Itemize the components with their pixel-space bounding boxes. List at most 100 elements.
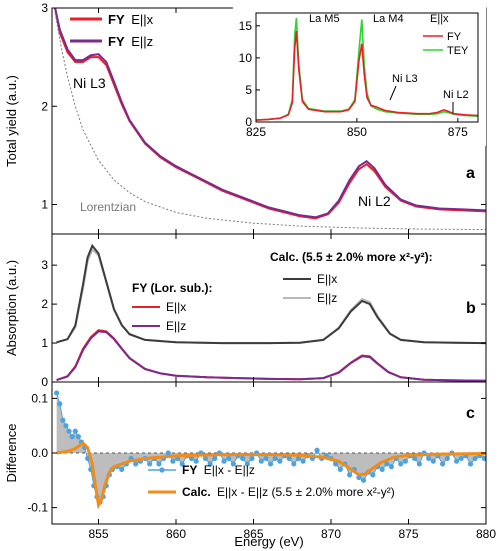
series-b-1 [56,330,486,382]
series-a-2 [54,12,486,231]
data-point [426,455,432,462]
legend-b-fy-z: E||z [166,319,186,333]
x-axis-label: Energy (eV) [234,534,303,549]
inset-xtick-label: 850 [347,125,367,139]
data-point [379,466,385,472]
panel-b-ylabel: Absorption (a.u.) [4,260,19,356]
ytick-label: 1 [41,198,48,212]
inset-series-1 [256,30,478,121]
data-point [398,461,404,467]
data-point [69,434,75,440]
inset-legend-fy: FY [447,31,462,43]
panel-c: -0.1 0.0 0.1 Difference c FY E||x - E||z C… [4,381,487,525]
ytick-label: 1 [41,336,48,350]
panel-a-letter: a [466,165,475,182]
inset-ytick-label: 15 [239,19,253,33]
data-point [300,458,306,464]
xtick-label: 860 [166,527,186,541]
data-point [458,455,464,462]
data-point [244,461,250,467]
data-point [75,434,81,440]
ytick-label: 0.0 [31,446,48,460]
data-point [370,472,376,478]
data-point [416,461,422,467]
data-point [347,472,353,478]
data-point [119,466,125,472]
difference-fill-area [56,392,485,503]
data-point [179,461,185,467]
inset-ytick-label: 10 [239,51,253,65]
data-point [263,455,269,462]
data-point [147,461,153,467]
inset-xtick-label: 875 [448,125,468,139]
data-point [60,417,66,423]
data-point [291,461,297,467]
xtick-label: 880 [476,527,496,541]
ytick-label: 0.1 [31,391,48,405]
data-point [356,474,362,481]
x-axis: 855 860 865 870 875 880 [88,527,496,541]
series-a-1 [54,8,486,219]
legend-b-fy-x: E||x [166,300,186,314]
data-point [453,458,460,464]
inset-legend-title: E||x [430,13,449,25]
legend-a-0: FY E||x [108,12,154,27]
ytick-label: 3 [41,1,48,15]
data-point [295,455,302,462]
data-point [66,428,72,434]
legend-c-calc: Calc. E||x - E||z (5.5 ± 2.0% more x²-y²… [182,485,395,499]
data-point [430,458,436,464]
panel-c-letter: c [466,405,475,422]
inset-annotation-ni-l3: Ni L3 [392,73,418,85]
ytick-label: -0.1 [27,501,48,515]
legend-b-fy-title: FY (Lor. sub.): [132,281,212,295]
inset-ytick-label: 0 [245,115,252,129]
inset-annotation-la-m4: La M4 [373,13,404,25]
data-point [212,455,218,462]
series-b-0 [56,329,486,382]
data-point [388,464,395,470]
legend-c-fy: FY E||x - E||z [182,463,255,477]
data-point [402,458,408,464]
data-point [467,461,474,467]
data-point [202,455,209,462]
data-point [277,458,283,464]
data-point [286,455,292,462]
data-point [384,461,390,467]
data-point [258,458,264,464]
xtick-label: 870 [321,527,341,541]
data-point [272,455,278,462]
series-b-3 [56,243,486,345]
ytick-label: 2 [41,297,48,311]
data-point [165,450,171,456]
ytick-label: 2 [41,99,48,113]
annotation-ni-l3: Ni L3 [73,75,106,91]
panel-c-ylabel: Difference [4,423,19,482]
xtick-label: 855 [88,527,108,541]
legend-b-calc-title: Calc. (5.5 ± 2.0% more x²-y²): [270,250,433,264]
xtick-label: 865 [243,527,263,541]
data-point [133,461,139,467]
xtick-label: 875 [398,527,418,541]
inset-annotation-ni-l2: Ni L2 [443,89,469,101]
legend-b-calc-x: E||x [317,272,337,286]
data-point [188,455,195,462]
annotation-ni-l2: Ni L2 [358,193,391,209]
panel-a-legend: FY E||x FY E||z [70,12,154,49]
data-point [207,461,213,467]
data-point [57,401,63,407]
panel-a-ylabel: Total yield (a.u.) [4,75,19,167]
data-point [156,461,162,467]
data-point [440,461,446,467]
inset-frame [255,12,479,123]
legend-a-1: FY E||z [108,34,153,49]
panel-b: 0 1 2 3 Absorption (a.u.) b FY (Lor. sub.):… [4,233,487,389]
panel-b-letter: b [466,300,476,317]
data-point [337,466,343,472]
data-point [267,461,274,467]
data-point [481,455,486,462]
annotation-lorentzian: Lorentzian [80,200,136,214]
panel-a: 1 2 3 Total yield (a.u.) a FY E||x FY E||z… [4,1,487,235]
